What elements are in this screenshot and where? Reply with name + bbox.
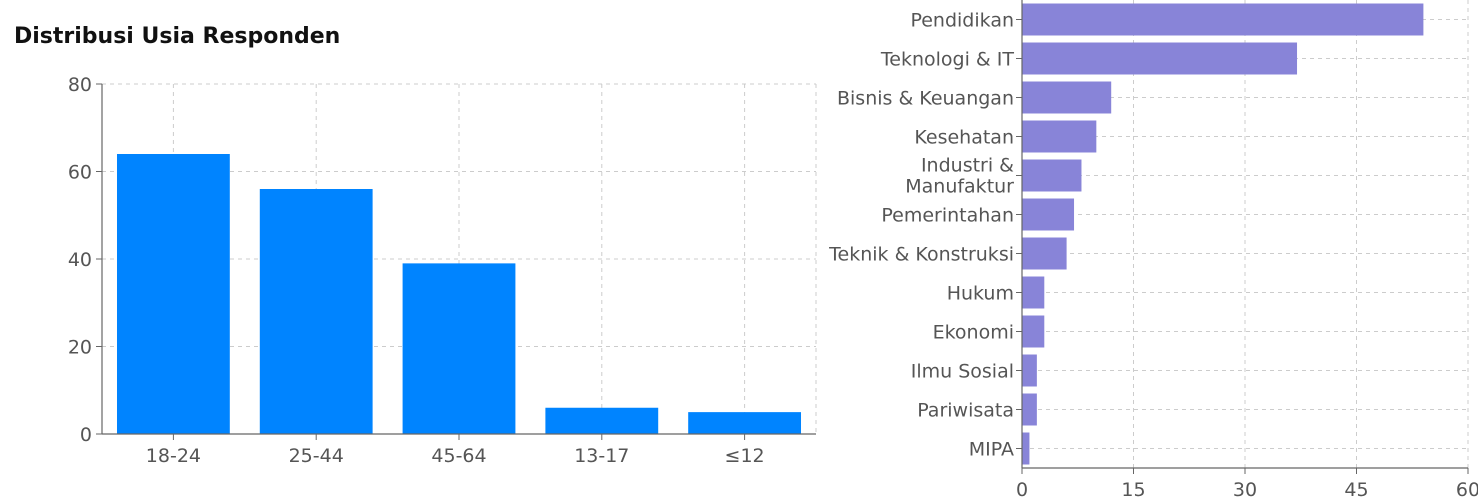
x-tick-label: 13-17: [574, 445, 629, 467]
y-tick-label: Pendidikan: [910, 10, 1014, 32]
bar-Teknik & Konstruksi: [1022, 237, 1067, 270]
bar-18-24: [116, 154, 230, 434]
x-tick-label: ≤12: [725, 445, 765, 467]
bar-Pemerintahan: [1022, 198, 1075, 231]
bar-Industri & Manufaktur: [1022, 159, 1082, 192]
age-distribution-panel: Distribusi Usia Responden 0 20 40 60 80 18-24…: [14, 24, 817, 467]
y-tick-label: Kesehatan: [914, 127, 1014, 149]
y-tick-label: Pariwisata: [917, 400, 1014, 422]
bar-≤12: [688, 412, 802, 434]
bar-Pariwisata: [1022, 393, 1037, 426]
y-tick-label: Teknik & Konstruksi: [828, 244, 1014, 266]
x-tick-label: 18-24: [146, 445, 201, 467]
sector-distribution-chart: Pendidikan Teknologi & IT Bisnis & Keuanga…: [828, 0, 1478, 499]
y-tick-label: Bisnis & Keuangan: [837, 88, 1014, 110]
y-tick-label: Ilmu Sosial: [911, 361, 1014, 383]
x-tick-label: 60: [1456, 479, 1478, 499]
bar-Ekonomi: [1022, 315, 1045, 348]
bar-Pendidikan: [1022, 3, 1424, 36]
y-tick-label: Industri & Manufaktur: [905, 155, 1014, 198]
bar-Kesehatan: [1022, 120, 1097, 153]
bar-Ilmu Sosial: [1022, 354, 1037, 387]
bar-13-17: [545, 407, 659, 434]
bar-45-64: [402, 263, 516, 434]
age-distribution-chart: 0 20 40 60 80 18-24 25-44 45-64 13-17 ≤12: [68, 74, 817, 467]
bar-25-44: [259, 189, 373, 434]
bar-Teknologi & IT: [1022, 42, 1298, 75]
x-tick-label: 45-64: [431, 445, 486, 467]
x-tick-label: 30: [1233, 479, 1257, 499]
y-tick-label: Ekonomi: [933, 322, 1014, 344]
y-tick-label: 40: [68, 249, 92, 271]
y-tick-label: Hukum: [947, 283, 1014, 305]
y-tick-label: Teknologi & IT: [880, 49, 1014, 71]
bar-Hukum: [1022, 276, 1045, 309]
y-tick-label: MIPA: [969, 439, 1014, 461]
bar-Bisnis & Keuangan: [1022, 81, 1112, 114]
sector-distribution-panel: Pendidikan Teknologi & IT Bisnis & Keuanga…: [828, 0, 1478, 499]
x-tick-label: 15: [1121, 479, 1145, 499]
y-tick-label: 80: [68, 74, 92, 96]
bar-MIPA: [1022, 432, 1030, 465]
x-tick-label: 45: [1344, 479, 1368, 499]
y-tick-label: 20: [68, 337, 92, 359]
x-tick-label: 0: [1016, 479, 1028, 499]
y-tick-label: 0: [80, 424, 92, 446]
x-tick-label: 25-44: [289, 445, 344, 467]
y-tick-label: 60: [68, 162, 92, 184]
chart-title: Distribusi Usia Responden: [14, 24, 341, 49]
y-tick-label: Pemerintahan: [881, 205, 1014, 227]
